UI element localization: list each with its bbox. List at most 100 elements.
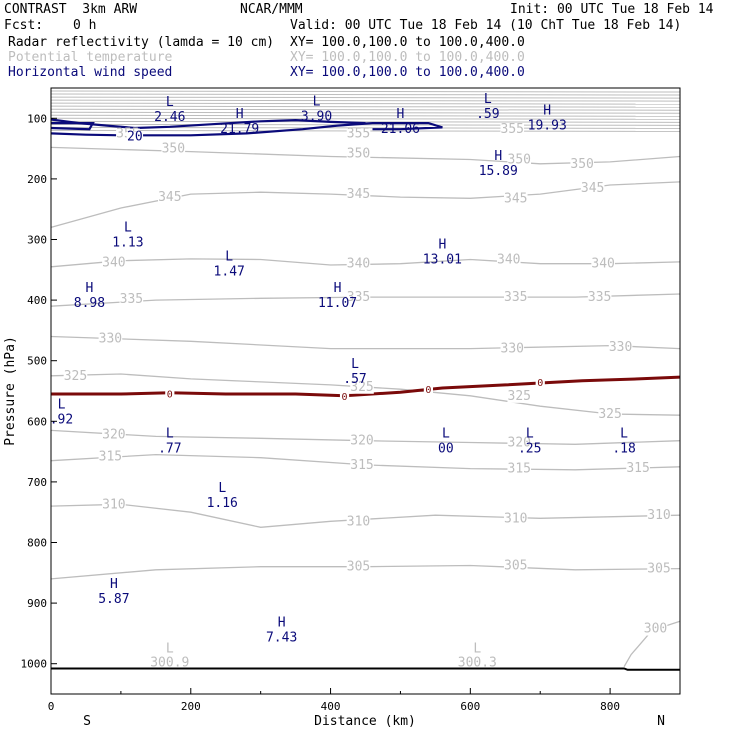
legend-reflectivity-label: Radar reflectivity (lamda = 10 cm) (8, 35, 275, 50)
y-tick-label: 1000 (21, 658, 48, 671)
wind-extremum-value: 1.16 (207, 496, 238, 511)
reflectivity-label-bg (535, 376, 545, 389)
theta-label-340: 340 (102, 256, 125, 271)
y-tick-label: 900 (27, 597, 47, 610)
theta-label-315: 315 (350, 458, 373, 473)
legend-wind-label: Horizontal wind speed (8, 65, 173, 80)
x-tick-label: 200 (181, 700, 201, 713)
wind-extremum-marker: L (620, 426, 628, 441)
reflectivity-label: 0 (537, 378, 543, 389)
theta-label-335-bg (587, 292, 612, 305)
y-axis-label: Pressure (hPa) (3, 336, 18, 446)
wind-contour-label: 20 (127, 129, 143, 144)
wind-extremum-value: .18 (612, 441, 635, 456)
y-tick-label: 200 (27, 173, 47, 186)
theta-band-line (50, 117, 681, 120)
wind-extremum-marker: H (543, 103, 551, 118)
wind-extremum-marker: H (278, 616, 286, 631)
wind-extremum-marker: H (397, 107, 405, 122)
wind-extremum-marker: L (58, 397, 66, 412)
theta-label-335: 335 (347, 290, 370, 305)
theta-contour-350 (50, 146, 681, 165)
y-tick-label: 500 (27, 355, 47, 368)
theta-label-340: 340 (591, 257, 614, 272)
theta-label-305-bg (647, 563, 671, 576)
theta-label-340-bg (346, 258, 371, 271)
theta-band-line (50, 99, 681, 102)
theta-label-345: 345 (347, 187, 370, 202)
wind-extremum-marker: L (218, 481, 226, 496)
theta-label-350-bg (161, 143, 186, 156)
theta-label-335: 335 (504, 290, 527, 305)
wind-extremum-marker: L (526, 426, 534, 441)
x-axis-label: Distance (km) (314, 714, 416, 729)
theta-label-355-bg (346, 128, 371, 141)
theta-band-line (50, 123, 681, 126)
reflectivity-label: 0 (342, 392, 348, 403)
theta-label-325-bg (63, 370, 88, 383)
theta-label-345: 345 (158, 190, 181, 205)
theta-label-330-bg (500, 343, 525, 356)
theta-label-325: 325 (508, 389, 531, 404)
theta-label-345-bg (158, 192, 182, 205)
theta-label-335-bg (346, 292, 371, 305)
x-tick-label: 600 (460, 700, 480, 713)
wind-extremum-marker: L (442, 426, 450, 441)
theta-label-335: 335 (120, 292, 143, 307)
wind-extremum-value: 13.01 (423, 252, 462, 267)
theta-label-345-bg (580, 182, 605, 195)
theta-label-350: 350 (162, 142, 185, 157)
y-tick-label: 700 (27, 476, 47, 489)
theta-label-350: 350 (508, 153, 531, 168)
wind-contour-1 (50, 122, 443, 137)
wind-extremum-value: 1.13 (112, 235, 143, 250)
theta-label-340: 340 (497, 252, 520, 267)
wind-extremum-marker: L (225, 250, 233, 265)
wind-extremum-value: 5.87 (98, 592, 129, 607)
wind-extremum-value: 7.43 (266, 631, 297, 646)
theta-label-345-bg (346, 189, 371, 202)
legend-theta-label: Potential temperature (8, 50, 173, 65)
theta-band-line (50, 102, 681, 105)
theta-extremum-marker: L (473, 642, 481, 657)
theta-label-310-bg (503, 513, 528, 526)
theta-label-310-bg (647, 510, 671, 523)
theta-label-350-bg (507, 154, 532, 167)
theta-label-315: 315 (99, 449, 122, 464)
reflectivity-contour (51, 375, 681, 398)
theta-label-330-bg (608, 341, 633, 354)
plot-frame (50, 87, 681, 695)
wind-extremum-value: .25 (518, 441, 541, 456)
theta-label-305: 305 (347, 560, 370, 575)
theta-label-315-bg (626, 462, 650, 475)
theta-label-310: 310 (647, 508, 670, 523)
reflectivity-label: 0 (167, 389, 173, 400)
theta-label-305: 305 (647, 562, 670, 577)
legend-theta-xy: XY= 100.0,100.0 to 100.0,400.0 (290, 50, 525, 65)
theta-label-320-bg (350, 435, 374, 448)
theta-label-340-bg (102, 257, 126, 270)
theta-label-345-bg (503, 193, 528, 206)
theta-label-310: 310 (347, 514, 370, 529)
valid-time: Valid: 00 UTC Tue 18 Feb 14 (10 ChT Tue … (290, 18, 682, 33)
x-tick-label: 800 (600, 700, 620, 713)
theta-label-340-bg (591, 258, 615, 271)
org-label: NCAR/MMM (240, 2, 303, 17)
y-tick-label: 800 (27, 537, 47, 550)
y-tick-label: 100 (27, 112, 47, 125)
wind-extremum-value: .57 (343, 372, 366, 387)
theta-band-line (50, 120, 681, 123)
model-title: CONTRAST 3km ARW (4, 2, 138, 17)
theta-band-line (50, 114, 681, 117)
ground-line (51, 667, 680, 671)
wind-extremum-value: .92 (50, 412, 73, 427)
reflectivity-label-bg (339, 390, 350, 403)
wind-extremum-marker: H (334, 281, 342, 296)
theta-label-325: 325 (64, 369, 87, 384)
wind-extremum-value: 1.47 (214, 265, 245, 280)
theta-label-325: 325 (598, 407, 621, 422)
theta-extremum-value: 300.3 (458, 656, 497, 671)
theta-label-320: 320 (350, 434, 373, 449)
theta-label-335-bg (503, 292, 528, 305)
wind-extremum-value: 00 (438, 441, 454, 456)
